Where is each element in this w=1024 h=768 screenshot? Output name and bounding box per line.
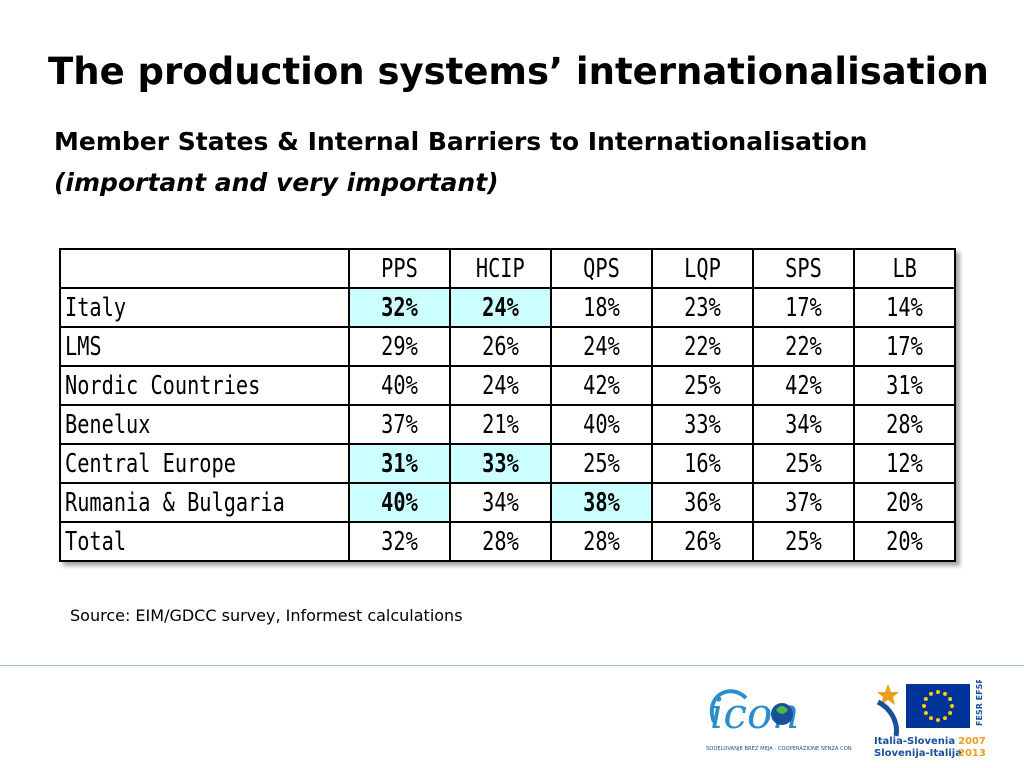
eu-star bbox=[936, 690, 940, 694]
table-cell: 33% bbox=[449, 443, 552, 484]
table-cell: 29% bbox=[348, 326, 451, 367]
table-cell: 24% bbox=[550, 326, 653, 367]
icon-project-logo: icon SODELOVANJE BREZ MEJA · COOPERAZION… bbox=[706, 689, 852, 752]
row-label: Central Europe bbox=[59, 443, 350, 484]
table-cell: 31% bbox=[348, 443, 451, 484]
table-cell: 25% bbox=[550, 443, 653, 484]
table-cell: 40% bbox=[348, 482, 451, 523]
table-cell: 28% bbox=[449, 521, 552, 562]
table-cell: 38% bbox=[550, 482, 653, 523]
table-cell: 36% bbox=[651, 482, 754, 523]
table-row: Italy 32% 24% 18% 23% 17% 14% bbox=[59, 287, 956, 328]
table-cell: 25% bbox=[752, 521, 855, 562]
table-cell: 25% bbox=[752, 443, 855, 484]
row-label: Nordic Countries bbox=[59, 365, 350, 406]
table-cell: 17% bbox=[853, 326, 956, 367]
table-cell: 17% bbox=[752, 287, 855, 328]
table-cell: 22% bbox=[651, 326, 754, 367]
footer-divider bbox=[0, 665, 1024, 666]
svg-text:Italia-Slovenia: Italia-Slovenia bbox=[874, 736, 955, 747]
table-cell: 12% bbox=[853, 443, 956, 484]
table-cell: 34% bbox=[752, 404, 855, 445]
table-cell: 32% bbox=[348, 521, 451, 562]
table-row: Total 32% 28% 28% 26% 25% 20% bbox=[59, 521, 956, 562]
source-note: Source: EIM/GDCC survey, Informest calcu… bbox=[70, 606, 463, 625]
interreg-eu-logo: FESR EFSR Italia-Slovenia 2007 Slovenija… bbox=[874, 680, 986, 758]
row-label: Rumania & Bulgaria bbox=[59, 482, 350, 523]
table-body: Italy 32% 24% 18% 23% 17% 14% LMS 29% 26% 24% 22% 22… bbox=[59, 287, 956, 562]
table-cell: 33% bbox=[651, 404, 754, 445]
table-corner-cell bbox=[59, 248, 350, 289]
table-cell: 22% bbox=[752, 326, 855, 367]
table-cell: 42% bbox=[550, 365, 653, 406]
table-row: Benelux 37% 21% 40% 33% 34% 28% bbox=[59, 404, 956, 445]
column-header: QPS bbox=[550, 248, 653, 289]
row-label: LMS bbox=[59, 326, 350, 367]
eu-star bbox=[943, 691, 947, 696]
column-header: HCIP bbox=[449, 248, 552, 289]
column-header: LB bbox=[853, 248, 956, 289]
svg-text:2013: 2013 bbox=[958, 748, 986, 758]
row-label: Italy bbox=[59, 287, 350, 328]
svg-text:2007: 2007 bbox=[958, 736, 986, 747]
table-cell: 23% bbox=[651, 287, 754, 328]
slide-title: The production systems’ internationalisa… bbox=[48, 50, 989, 93]
eu-star bbox=[950, 704, 954, 708]
eu-star bbox=[922, 704, 926, 708]
table-cell: 20% bbox=[853, 482, 956, 523]
table-cell: 40% bbox=[348, 365, 451, 406]
eu-star bbox=[923, 711, 928, 715]
svg-text:FESR EFSR: FESR EFSR bbox=[975, 680, 984, 726]
table-cell: 21% bbox=[449, 404, 552, 445]
table-cell: 26% bbox=[651, 521, 754, 562]
eu-star bbox=[943, 716, 947, 721]
table-row: Rumania & Bulgaria 40% 34% 38% 36% 37% 20% bbox=[59, 482, 956, 523]
table-cell: 16% bbox=[651, 443, 754, 484]
column-header: SPS bbox=[752, 248, 855, 289]
svg-text:Slovenija-Italija: Slovenija-Italija bbox=[874, 748, 962, 758]
eu-star bbox=[936, 718, 940, 722]
eu-star bbox=[948, 711, 953, 715]
eu-star bbox=[929, 691, 933, 696]
table-cell: 37% bbox=[348, 404, 451, 445]
row-label: Total bbox=[59, 521, 350, 562]
table-cell: 14% bbox=[853, 287, 956, 328]
table-cell: 26% bbox=[449, 326, 552, 367]
eu-star bbox=[923, 697, 928, 701]
eu-star bbox=[929, 716, 933, 721]
table-cell: 37% bbox=[752, 482, 855, 523]
table-cell: 20% bbox=[853, 521, 956, 562]
table-cell: 24% bbox=[449, 287, 552, 328]
column-header: PPS bbox=[348, 248, 451, 289]
column-header: LQP bbox=[651, 248, 754, 289]
table-cell: 28% bbox=[853, 404, 956, 445]
table-cell: 31% bbox=[853, 365, 956, 406]
table-cell: 18% bbox=[550, 287, 653, 328]
row-label: Benelux bbox=[59, 404, 350, 445]
barriers-table: PPS HCIP QPS LQP SPS LB Italy 32% 24% 18% 23… bbox=[59, 248, 956, 562]
table-cell: 42% bbox=[752, 365, 855, 406]
table-cell: 34% bbox=[449, 482, 552, 523]
eu-star bbox=[948, 697, 953, 701]
table-row: Nordic Countries 40% 24% 42% 25% 42% 31% bbox=[59, 365, 956, 406]
table-row: LMS 29% 26% 24% 22% 22% 17% bbox=[59, 326, 956, 367]
slide-subtitle: Member States & Internal Barriers to Int… bbox=[54, 127, 868, 156]
table-cell: 28% bbox=[550, 521, 653, 562]
table-row: Central Europe 31% 33% 25% 16% 25% 12% bbox=[59, 443, 956, 484]
table-header-row: PPS HCIP QPS LQP SPS LB bbox=[59, 248, 956, 289]
table-cell: 24% bbox=[449, 365, 552, 406]
slide-subtitle-note: (important and very important) bbox=[54, 168, 499, 197]
table-cell: 40% bbox=[550, 404, 653, 445]
svg-text:SODELOVANJE BREZ MEJA · COOPER: SODELOVANJE BREZ MEJA · COOPERAZIONE SEN… bbox=[706, 746, 852, 752]
table-cell: 32% bbox=[348, 287, 451, 328]
table-cell: 25% bbox=[651, 365, 754, 406]
